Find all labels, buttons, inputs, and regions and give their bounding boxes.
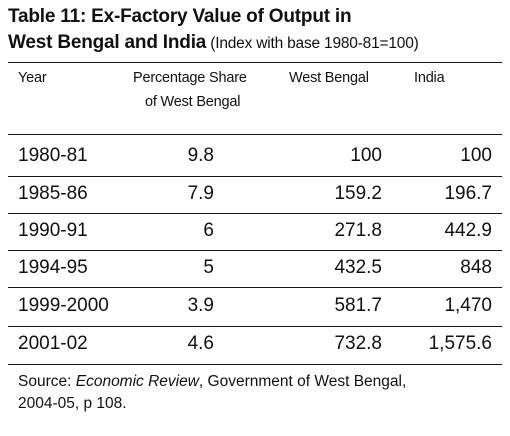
row-rule [8, 326, 502, 327]
table-title-line1: Table 11: Ex-Factory Value of Output in [8, 6, 352, 27]
bottom-rule [8, 364, 502, 365]
cell-share: 9.8 [187, 145, 214, 166]
row-rule [8, 213, 502, 214]
cell-share: 4.6 [187, 333, 214, 354]
table-title-note: (Index with base 1980-81=100) [206, 35, 419, 52]
cell-share: 6 [203, 220, 214, 241]
table-title-line2: West Bengal and India (Index with base 1… [8, 32, 419, 54]
header-year: Year [18, 70, 47, 86]
cell-share: 7.9 [187, 183, 214, 204]
source-note-line2: 2004-05, p 108. [18, 395, 127, 412]
row-rule [8, 176, 502, 177]
row-rule [8, 250, 502, 251]
top-rule [8, 62, 502, 63]
header-west-bengal: West Bengal [289, 70, 369, 86]
header-share-line2: of West Bengal [145, 94, 241, 110]
cell-west-bengal: 432.5 [334, 257, 382, 278]
cell-year: 1990-91 [18, 220, 88, 241]
cell-india: 848 [460, 257, 492, 278]
cell-share: 3.9 [187, 295, 214, 316]
cell-year: 1999-2000 [18, 295, 109, 316]
header-india: India [414, 70, 445, 86]
source-note: Source: Economic Review, Government of W… [18, 371, 406, 392]
cell-west-bengal: 271.8 [334, 220, 382, 241]
source-prefix: Source: [18, 373, 76, 390]
header-rule [8, 134, 502, 135]
source-suffix: , Government of West Bengal, [198, 373, 407, 390]
table-title-bold: West Bengal and India [8, 32, 207, 53]
cell-west-bengal: 732.8 [334, 333, 382, 354]
cell-share: 5 [203, 257, 214, 278]
cell-india: 196.7 [444, 183, 492, 204]
cell-west-bengal: 100 [350, 145, 382, 166]
cell-india: 100 [460, 145, 492, 166]
cell-india: 1,575.6 [428, 333, 492, 354]
cell-year: 1980-81 [18, 145, 88, 166]
row-rule [8, 287, 502, 288]
cell-west-bengal: 581.7 [334, 295, 382, 316]
cell-west-bengal: 159.2 [334, 183, 382, 204]
cell-year: 1985-86 [18, 183, 88, 204]
cell-year: 1994-95 [18, 257, 88, 278]
cell-india: 442.9 [444, 220, 492, 241]
cell-india: 1,470 [444, 295, 492, 316]
header-share-line1: Percentage Share [133, 70, 247, 86]
cell-year: 2001-02 [18, 333, 88, 354]
source-title: Economic Review [75, 373, 199, 390]
